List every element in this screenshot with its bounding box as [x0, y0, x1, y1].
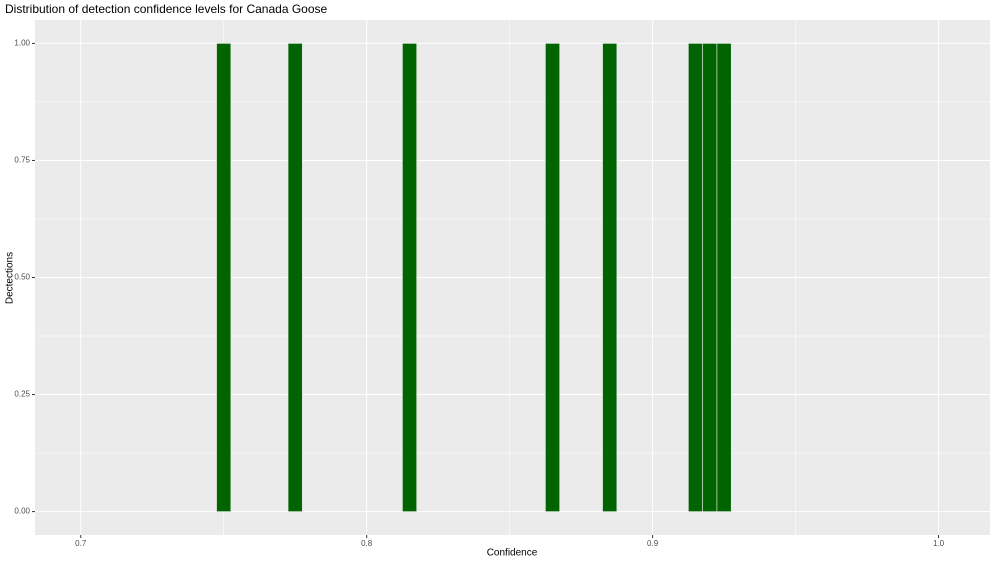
x-tick-label: 1.0 — [933, 539, 945, 548]
bar — [602, 43, 618, 512]
x-tick-label: 0.8 — [361, 539, 373, 548]
y-tick-label: 0.75 — [14, 156, 30, 165]
bar — [287, 43, 303, 512]
bar — [716, 43, 732, 512]
bar — [702, 43, 718, 512]
bar — [545, 43, 560, 512]
x-tick-label: 0.9 — [647, 539, 659, 548]
y-tick-label: 0.50 — [14, 273, 30, 282]
x-axis-label: Confidence — [487, 548, 538, 559]
bar — [402, 43, 418, 512]
y-tick-label: 1.00 — [14, 39, 30, 48]
chart-title: Distribution of detection confidence lev… — [5, 2, 328, 16]
y-axis-label: Dectections — [5, 252, 16, 304]
x-tick-label: 0.7 — [75, 539, 87, 548]
y-tick-label: 0.25 — [14, 390, 30, 399]
y-tick-label: 0.00 — [14, 507, 30, 516]
bar — [688, 43, 703, 512]
bar — [216, 43, 232, 512]
